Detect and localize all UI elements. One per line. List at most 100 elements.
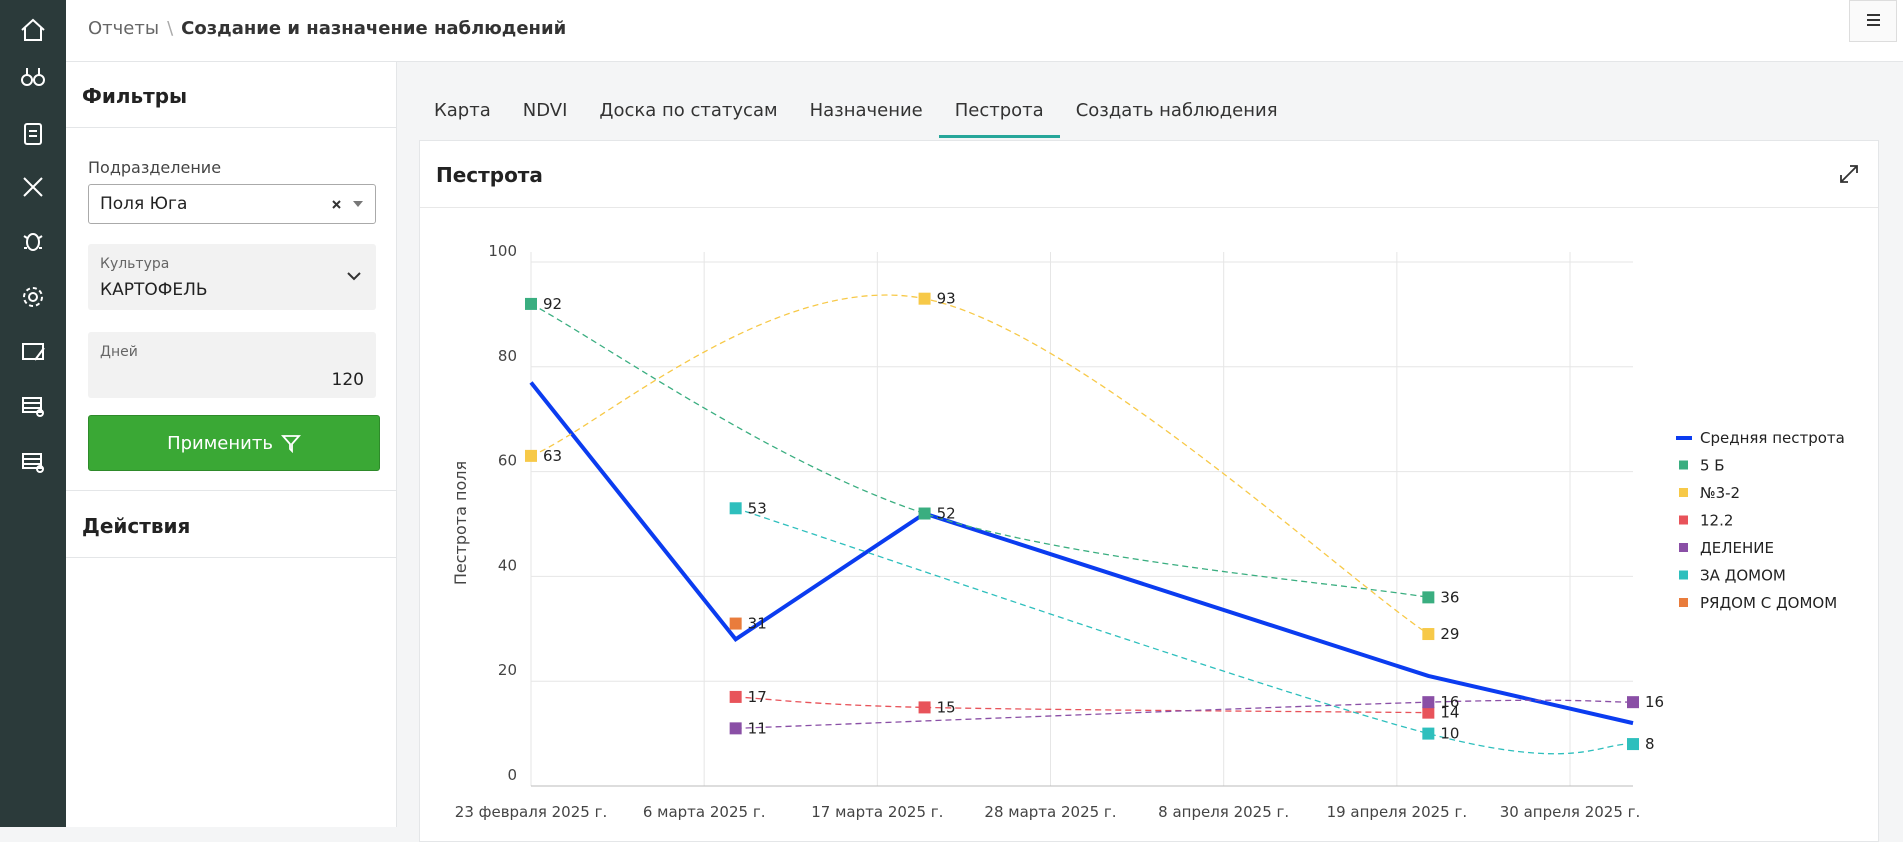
breadcrumb: Отчеты \ Создание и назначение наблюдений	[88, 18, 566, 39]
table-search-icon[interactable]	[22, 453, 44, 473]
filter-icon	[280, 435, 301, 453]
point	[1422, 727, 1435, 740]
table-search-icon[interactable]	[22, 397, 44, 417]
top-bar: Отчеты \ Создание и назначение наблюдений	[66, 0, 1903, 62]
data-label: 16	[1440, 693, 1459, 711]
point	[525, 297, 537, 310]
x-tick-label: 8 апреля 2025 г.	[1158, 803, 1289, 821]
select-value: Поля Юга	[100, 194, 188, 214]
legend-label: РЯДОМ С ДОМОМ	[1700, 594, 1837, 612]
point	[918, 701, 931, 714]
series-line	[530, 303, 1429, 599]
data-label: 16	[1645, 693, 1664, 711]
breadcrumb-link[interactable]: Отчеты	[88, 18, 160, 39]
legend-label: 12.2	[1700, 512, 1733, 530]
legend-marker	[1679, 598, 1688, 607]
point	[918, 507, 931, 520]
tab[interactable]: NDVI	[522, 100, 568, 121]
binoculars-icon[interactable]	[21, 68, 45, 86]
data-label: 92	[543, 295, 562, 313]
series-line	[735, 696, 1429, 714]
button-label: Применить	[167, 432, 273, 454]
x-tick-label: 17 марта 2025 г.	[811, 803, 943, 821]
legend-label: №3-2	[1700, 484, 1740, 502]
days-input[interactable]: Дней 120	[88, 332, 376, 398]
point	[729, 502, 742, 515]
tabs: Карта NDVI Доска по статусам Назначение Пест…	[418, 96, 1294, 138]
series-line	[529, 381, 1634, 726]
data-label: 10	[1440, 725, 1459, 743]
legend-marker	[1679, 570, 1688, 580]
point	[729, 690, 742, 703]
legend-label: 5 Б	[1700, 457, 1725, 475]
tools-icon[interactable]	[23, 177, 43, 197]
bug-icon[interactable]	[23, 233, 43, 251]
y-tick-label: 80	[498, 347, 517, 365]
series-line	[735, 699, 1634, 730]
divider	[66, 490, 396, 491]
tab[interactable]: Пестрота	[938, 96, 1060, 138]
tab[interactable]: Доска по статусам	[599, 100, 778, 121]
x-tick-label: 23 февраля 2025 г.	[455, 803, 607, 821]
clipboard-icon[interactable]	[24, 123, 42, 145]
data-label: 36	[1440, 588, 1459, 606]
data-label: 15	[937, 698, 956, 716]
legend-marker	[1679, 515, 1688, 525]
x-tick-label: 19 апреля 2025 г.	[1327, 803, 1468, 821]
filters-title: Фильтры	[82, 84, 188, 108]
data-label: 93	[937, 290, 956, 308]
field-label: Дней	[100, 344, 138, 360]
legend-marker	[1679, 488, 1688, 497]
legend-label: ДЕЛЕНИЕ	[1700, 539, 1774, 557]
select-controls	[332, 200, 363, 209]
tab[interactable]: Создать наблюдения	[1075, 100, 1278, 121]
x-tick-label: 30 апреля 2025 г.	[1500, 803, 1641, 821]
actions-title: Действия	[82, 514, 191, 538]
data-label: 63	[543, 447, 562, 465]
y-tick-label: 40	[498, 556, 517, 574]
data-label: 52	[937, 505, 956, 523]
field-label: Культура	[100, 256, 170, 272]
y-tick-label: 20	[498, 661, 517, 679]
home-icon[interactable]	[21, 18, 45, 41]
breadcrumb-separator: \	[167, 18, 174, 39]
filters-panel: Фильтры Подразделение Поля Юга Культура …	[66, 62, 397, 827]
point	[1422, 628, 1435, 641]
y-axis-label: Пестрота поля	[451, 461, 470, 585]
y-tick-label: 100	[488, 242, 517, 260]
legend-marker	[1679, 460, 1688, 470]
settings-icon[interactable]	[23, 287, 43, 307]
series-line	[530, 294, 1429, 635]
point	[1627, 738, 1639, 751]
point	[525, 449, 537, 462]
legend-label: ЗА ДОМОМ	[1700, 567, 1786, 585]
legend-label: Средняя пестрота	[1700, 429, 1845, 447]
sidebar	[0, 0, 66, 827]
data-label: 17	[748, 688, 767, 706]
point	[729, 617, 742, 630]
breadcrumb-current: Создание и назначение наблюдений	[181, 18, 567, 39]
divider	[66, 127, 396, 128]
expand-button[interactable]	[1838, 163, 1860, 185]
data-label: 31	[748, 615, 767, 633]
subdivision-select[interactable]: Поля Юга	[88, 184, 376, 224]
edit-icon[interactable]	[22, 343, 45, 361]
series-line	[735, 507, 1634, 755]
point	[1422, 696, 1435, 709]
tab[interactable]: Назначение	[809, 100, 923, 121]
legend-marker	[1679, 543, 1688, 552]
apply-button[interactable]: Применить	[88, 415, 380, 471]
point	[1422, 591, 1435, 604]
tab[interactable]: Карта	[434, 100, 491, 121]
point	[918, 292, 931, 305]
data-label: 14	[1440, 704, 1459, 722]
select-value: КАРТОФЕЛЬ	[100, 280, 208, 300]
input-value: 120	[331, 370, 364, 390]
culture-select[interactable]: Культура КАРТОФЕЛЬ	[88, 244, 376, 310]
point	[1627, 696, 1639, 709]
panel-title: Пестрота	[436, 163, 543, 187]
chevron	[347, 272, 361, 281]
menu-button[interactable]	[1849, 0, 1897, 42]
x-tick-label: 28 марта 2025 г.	[984, 803, 1116, 821]
